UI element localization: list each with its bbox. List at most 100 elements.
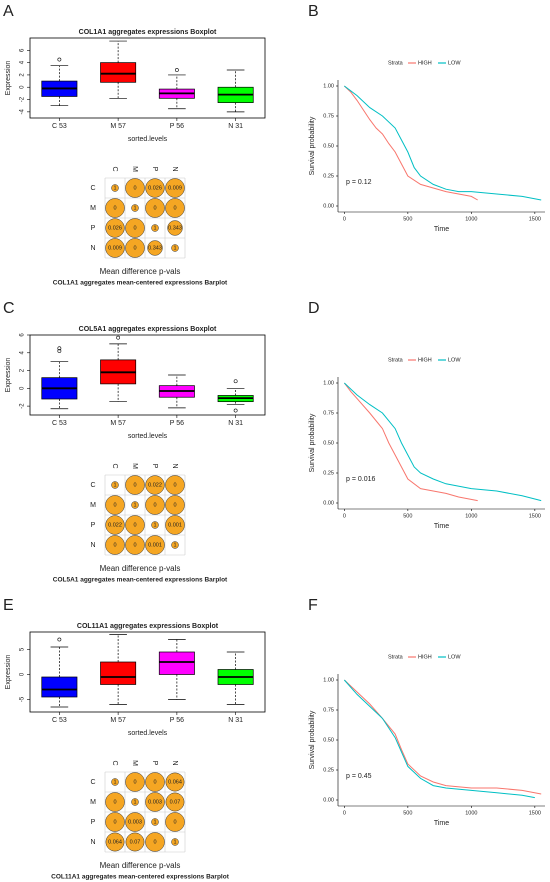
x-axis-label: Time [434, 523, 449, 530]
y-axis-label: Expression [5, 655, 12, 690]
column-label: C [111, 463, 118, 468]
p-value-circle [165, 198, 185, 218]
p-value-circle [125, 772, 145, 792]
p-value-circle [105, 832, 125, 852]
outlier [116, 335, 121, 340]
y-tick-label: -2 [20, 96, 26, 102]
y-tick-label: 0.75 [323, 410, 334, 416]
x-tick-label: 0 [343, 513, 346, 519]
p-value-circle [105, 198, 125, 218]
row-label: P [91, 522, 96, 529]
y-tick-label: 5 [20, 647, 26, 651]
y-tick-label: 2 [20, 73, 26, 77]
panel-label: A [3, 3, 14, 20]
row-label: N [90, 542, 95, 549]
p-value-label: 0 [133, 245, 136, 251]
y-tick-label: 0 [20, 672, 26, 676]
plot-frame [29, 37, 266, 119]
x-tick-label: N 31 [228, 123, 243, 130]
column-label: M [131, 760, 138, 766]
outlier [57, 57, 62, 62]
p-value-label: 0.001 [148, 542, 162, 548]
x-tick-label: 0 [343, 810, 346, 816]
p-value-circle [125, 535, 145, 555]
p-value-circle [111, 778, 119, 786]
p-value-label: 1 [153, 225, 156, 231]
p-value-label: 0.022 [108, 522, 122, 528]
p-value-circle [145, 198, 165, 218]
x-tick-label: 500 [403, 216, 412, 222]
p-value-circle [131, 204, 139, 212]
panel-label: D [308, 300, 320, 317]
p-value-label: 0 [173, 819, 176, 825]
y-tick-label: -4 [20, 109, 26, 115]
x-axis-label: sorted.levels [128, 433, 168, 440]
p-value-label: 1 [113, 185, 116, 191]
box [41, 676, 78, 698]
p-value-label: 0 [173, 482, 176, 488]
y-tick-label: 1.00 [323, 380, 334, 386]
p-value-label: 0 [113, 819, 116, 825]
matrix-subtitle: COL11A1 aggregates mean-centered express… [51, 874, 230, 881]
p-value-circle [167, 220, 183, 236]
p-value-label: 0 [153, 205, 156, 211]
x-tick-label: M 57 [110, 123, 126, 130]
p-value-circle [151, 224, 159, 232]
outlier [174, 68, 179, 72]
legend-title: Strata [388, 654, 404, 660]
p-value-label: 0.07 [130, 839, 141, 845]
p-value-label: 0 [153, 779, 156, 785]
p-value-circle [165, 772, 185, 792]
survival-curve [344, 85, 478, 201]
column-label: C [111, 760, 118, 765]
legend-title: Strata [388, 357, 404, 363]
p-value-label: 1 [133, 799, 136, 805]
p-value-circle [131, 798, 139, 806]
outlier [57, 637, 62, 642]
y-tick-label: 2 [20, 368, 26, 372]
y-tick-label: 1.00 [323, 677, 334, 683]
y-tick-label: 0.00 [323, 203, 334, 209]
matrix-title: Mean difference p-vals [100, 564, 181, 573]
legend-label: LOW [448, 357, 461, 363]
x-tick-label: 1500 [529, 513, 541, 519]
p-value-circle [131, 501, 139, 509]
p-value-label: 1 [133, 502, 136, 508]
p-value-label: 0 [133, 522, 136, 528]
p-value-circle [145, 832, 165, 852]
panel-label: C [3, 300, 15, 317]
p-value-circle [105, 792, 125, 812]
row-label: M [90, 205, 96, 212]
p-value-label: 1 [173, 245, 176, 251]
y-tick-label: 0.75 [323, 707, 334, 713]
p-value-circle [165, 812, 185, 832]
x-tick-label: 500 [403, 810, 412, 816]
p-value-label: 0.343 [168, 225, 182, 231]
y-tick-label: 6 [20, 333, 26, 337]
column-label: N [171, 166, 178, 171]
panel-label: F [308, 597, 318, 614]
p-value-label: 0.022 [148, 482, 162, 488]
p-value-circle [145, 178, 165, 198]
row-label: N [90, 839, 95, 846]
y-axis-label: Survival probability [309, 413, 316, 472]
survival-curve [343, 679, 535, 799]
box [158, 651, 195, 675]
p-value-label: 0.07 [170, 799, 181, 805]
row-label: C [90, 482, 95, 489]
x-tick-label: 500 [403, 513, 412, 519]
p-value-label: 0 [153, 839, 156, 845]
row-label: P [91, 225, 96, 232]
x-axis-label: Time [434, 820, 449, 827]
p-value-circle [145, 772, 165, 792]
p-value-label: 0 [153, 502, 156, 508]
survival-curve [344, 679, 542, 795]
p-value-circle [165, 515, 185, 535]
p-value-label: 0.343 [148, 245, 162, 251]
x-tick-label: 1000 [465, 513, 477, 519]
x-tick-label: C 53 [52, 123, 67, 130]
p-value-label: 1 [153, 819, 156, 825]
row-label: N [90, 245, 95, 252]
survival-curve [343, 382, 478, 502]
legend-title: Strata [388, 60, 404, 66]
